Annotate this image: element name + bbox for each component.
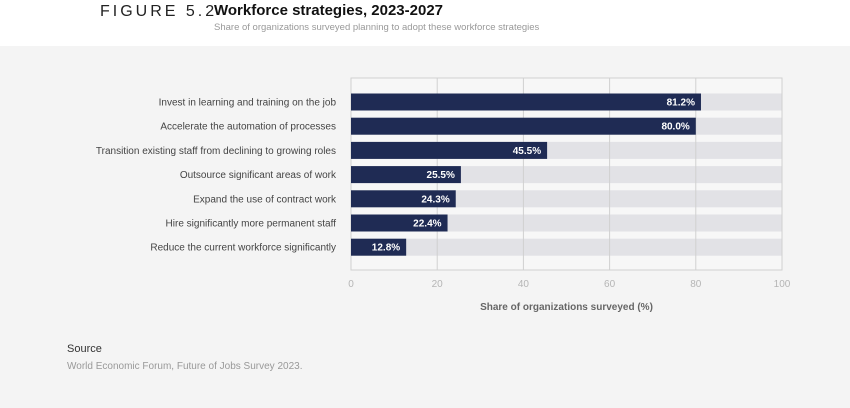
bar xyxy=(351,214,448,232)
category-label: Invest in learning and training on the j… xyxy=(159,98,337,109)
category-label: Transition existing staff from declining… xyxy=(96,146,336,157)
category-label: Outsource significant areas of work xyxy=(180,170,337,181)
bar xyxy=(351,190,456,208)
bar-track xyxy=(351,238,782,256)
bar xyxy=(351,141,548,159)
data-label: 24.3% xyxy=(421,194,449,205)
source-heading: Source xyxy=(67,343,102,355)
data-label: 22.4% xyxy=(413,219,441,230)
x-tick-label: 80 xyxy=(690,279,702,290)
source-text: World Economic Forum, Future of Jobs Sur… xyxy=(67,361,303,372)
category-label: Reduce the current workforce significant… xyxy=(150,243,336,254)
bar xyxy=(351,117,696,135)
data-label: 45.5% xyxy=(513,146,541,157)
x-tick-label: 100 xyxy=(774,279,791,290)
bar-track xyxy=(351,190,782,208)
bar xyxy=(351,93,701,111)
bar xyxy=(351,238,407,256)
chart-title: Workforce strategies, 2023-2027 xyxy=(214,2,444,19)
x-axis-label: Share of organizations surveyed (%) xyxy=(480,302,653,313)
data-label: 80.0% xyxy=(661,122,689,133)
chart-subtitle: Share of organizations surveyed planning… xyxy=(214,22,540,33)
category-label: Hire significantly more permanent staff xyxy=(166,219,337,230)
x-tick-label: 0 xyxy=(348,279,354,290)
figure-label: FIGURE 5.2 xyxy=(100,3,218,20)
x-tick-label: 60 xyxy=(604,279,616,290)
category-label: Accelerate the automation of processes xyxy=(160,122,336,133)
header: FIGURE 5.2 Workforce strategies, 2023-20… xyxy=(0,0,850,46)
bar xyxy=(351,166,461,184)
data-label: 81.2% xyxy=(667,98,695,109)
x-tick-label: 40 xyxy=(518,279,530,290)
bar-track xyxy=(351,214,782,232)
data-label: 25.5% xyxy=(427,170,455,181)
category-label: Expand the use of contract work xyxy=(193,194,337,205)
x-tick-label: 20 xyxy=(432,279,444,290)
data-label: 12.8% xyxy=(372,243,400,254)
